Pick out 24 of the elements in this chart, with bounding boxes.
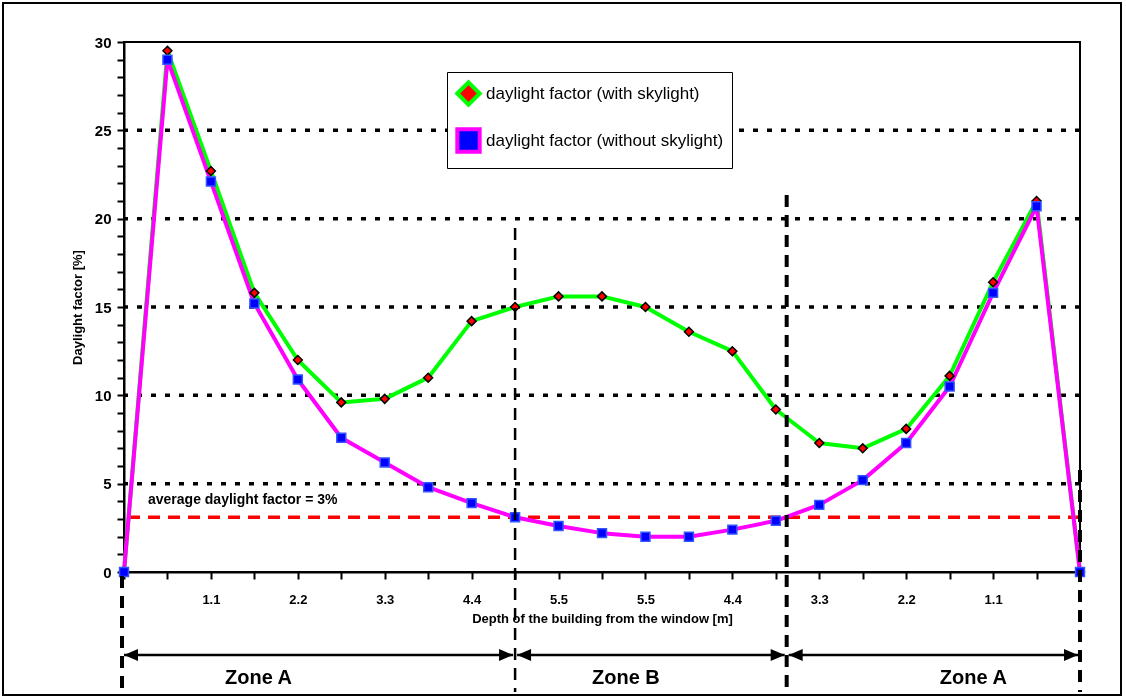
x-tick-label: 2.2 (897, 591, 916, 607)
text: Zone B (592, 666, 660, 688)
y-tick-label: 15 (94, 298, 112, 316)
ref-line-label: average daylight factor = 3% (148, 491, 339, 508)
y-tick-label: 25 (94, 121, 112, 139)
y-tick-label: 30 (94, 33, 112, 51)
y-tick-label: 5 (103, 475, 112, 493)
x-tick-label: 5.5 (550, 591, 569, 607)
text: Zone A (939, 666, 1007, 688)
y-tick-label: 0 (103, 563, 112, 581)
y-tick-label: 10 (94, 386, 112, 404)
x-tick-label: 4.4 (463, 591, 482, 607)
y-axis-title: Daylight factor [%] (69, 250, 85, 365)
y-tick-label: 20 (94, 210, 112, 228)
legend-label: daylight factor (with skylight) (486, 83, 700, 103)
x-tick-label: 1.1 (202, 591, 221, 607)
x-tick-label: 3.3 (376, 591, 395, 607)
x-tick-label: 4.4 (723, 591, 743, 607)
x-tick-label: 3.3 (810, 591, 829, 607)
legend-label: daylight factor (without skylight) (486, 130, 724, 150)
x-tick-label: 5.5 (636, 591, 655, 607)
x-tick-label: 1.1 (984, 591, 1003, 607)
text: Zone A (225, 666, 293, 688)
x-tick-label: 2.2 (289, 591, 308, 607)
